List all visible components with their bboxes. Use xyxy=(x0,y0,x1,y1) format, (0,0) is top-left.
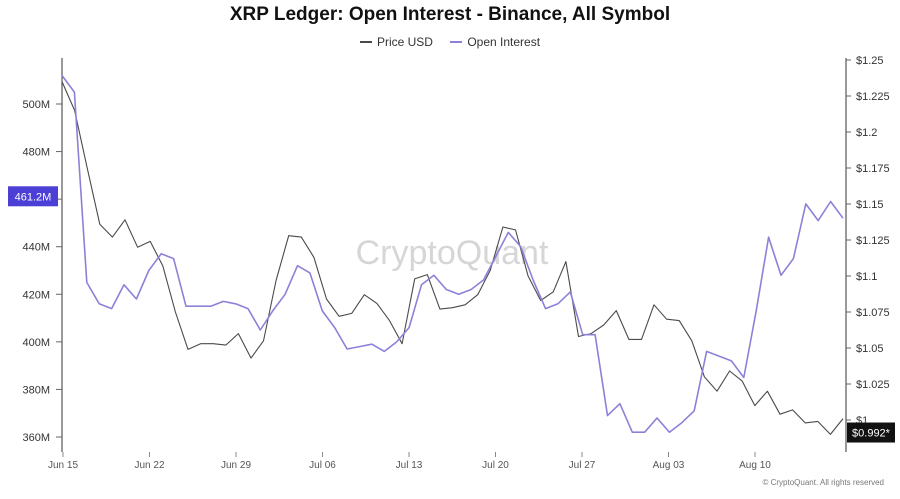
legend-item-open-interest[interactable]: Open Interest xyxy=(450,35,540,49)
right-tick-label: $1.125 xyxy=(856,235,890,247)
series-line-open-interest xyxy=(61,75,844,434)
right-tick-label: $1.05 xyxy=(856,343,884,355)
axis-labels-group: 500M480M460M440M420M400M380M360M$1.25$1.… xyxy=(8,55,895,471)
x-tick-label: Aug 10 xyxy=(739,460,771,471)
series-line-price-usd xyxy=(61,81,844,435)
watermark-text: CryptoQuant xyxy=(356,234,549,272)
x-tick-label: Jul 27 xyxy=(569,460,596,471)
x-tick-label: Jun 22 xyxy=(134,460,164,471)
current-price-text: $0.992* xyxy=(852,428,891,440)
copyright-notice: © CryptoQuant. All rights reserved xyxy=(762,478,885,487)
current-open-interest-text: 461.2M xyxy=(15,191,52,203)
left-tick-label: 420M xyxy=(22,289,50,301)
legend-item-price[interactable]: Price USD xyxy=(359,35,433,49)
legend-label-price: Price USD xyxy=(376,35,433,49)
legend-swatch-price xyxy=(359,41,372,43)
x-tick-label: Jun 29 xyxy=(221,460,251,471)
legend-swatch-open-interest xyxy=(450,41,463,43)
left-tick-label: 500M xyxy=(22,99,50,111)
x-tick-label: Jul 06 xyxy=(309,460,336,471)
left-tick-label: 440M xyxy=(22,242,50,254)
right-tick-label: $1.025 xyxy=(856,379,890,391)
left-tick-label: 480M xyxy=(22,147,50,159)
x-tick-label: Jun 15 xyxy=(48,460,78,471)
left-tick-label: 360M xyxy=(22,432,50,444)
chart-legend: Price USD Open Interest xyxy=(0,32,900,49)
right-tick-label: $1.075 xyxy=(856,307,890,319)
chart-title: XRP Ledger: Open Interest - Binance, All… xyxy=(229,4,671,25)
right-tick-label: $1.15 xyxy=(856,199,884,211)
current-open-interest-label: 461.2M xyxy=(8,186,58,207)
left-tick-label: 380M xyxy=(22,384,50,396)
axes-group xyxy=(56,58,851,457)
x-tick-label: Aug 03 xyxy=(653,460,685,471)
right-tick-label: $1.175 xyxy=(856,163,890,175)
right-tick-label: $1.25 xyxy=(856,55,884,67)
series-group xyxy=(61,75,844,435)
current-price-bg xyxy=(847,422,895,443)
current-price-label: $0.992* xyxy=(847,422,895,443)
x-tick-label: Jul 13 xyxy=(396,460,423,471)
legend-label-open-interest: Open Interest xyxy=(467,35,541,49)
right-tick-label: $1.1 xyxy=(856,271,877,283)
left-tick-label: 400M xyxy=(22,337,50,349)
right-tick-label: $1.225 xyxy=(856,91,890,103)
current-open-interest-bg xyxy=(8,186,58,207)
x-tick-label: Jul 20 xyxy=(482,460,509,471)
right-tick-label: $1.2 xyxy=(856,127,877,139)
